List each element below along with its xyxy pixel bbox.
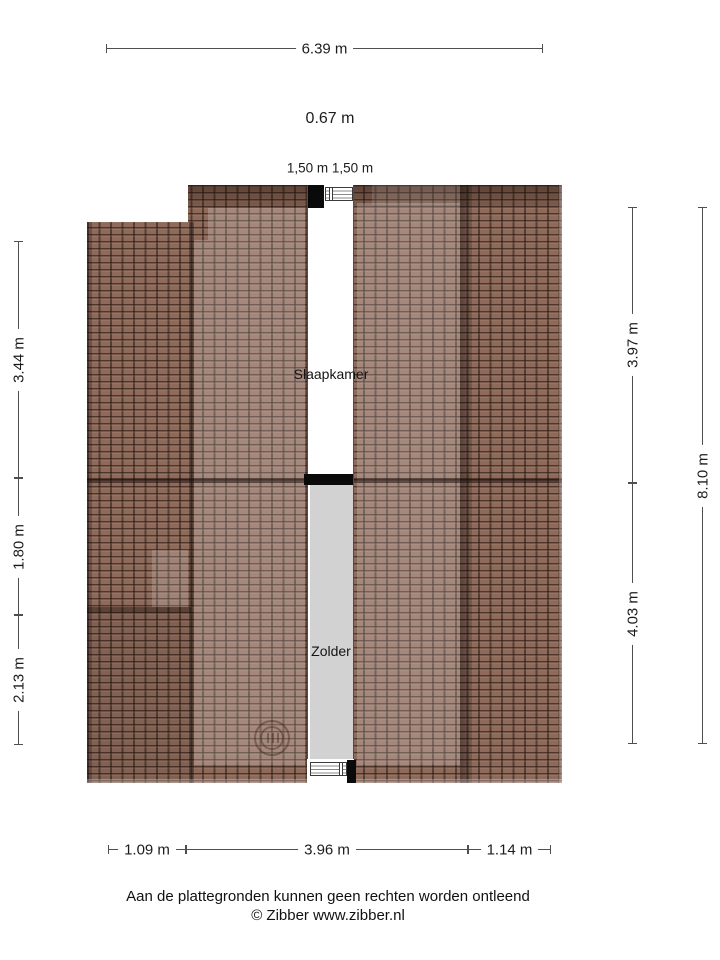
dim-label-top-width: 6.39 m (295, 40, 354, 57)
zibber-watermark-icon (254, 720, 290, 756)
dim-line-right-outer: 8.10 m (694, 207, 711, 744)
window-mullion (329, 188, 333, 200)
dim-line-bottom-3: 1.14 m (468, 841, 551, 858)
dim-label-right-outer: 8.10 m (694, 444, 711, 507)
roof-left-edge-shadow (87, 222, 92, 783)
wall-bottom-bar (347, 760, 356, 783)
dim-label-bottom-2: 3.96 m (298, 841, 356, 858)
roof-right-highlight (357, 203, 460, 765)
dim-line-right-inner-1: 3.97 m (624, 207, 641, 483)
zibber-watermark-inner-ring (260, 726, 284, 750)
footer-disclaimer: Aan de plattegronden kunnen geen rechten… (126, 888, 530, 905)
footer-copyright: © Zibber www.zibber.nl (251, 907, 405, 924)
roof-top-edge-shadow (188, 185, 562, 208)
roof-left-ridge-line (189, 222, 194, 783)
room-label-slaapkamer: Slaapkamer (293, 366, 369, 382)
dim-label-bottom-3: 1.14 m (480, 841, 539, 858)
dim-label-dormer-depth: 0.67 m (305, 110, 355, 127)
dim-line-top-width: 6.39 m (106, 40, 543, 57)
dim-line-right-inner-2: 4.03 m (624, 483, 641, 744)
window-mullion (339, 763, 343, 775)
dim-label-right-inner-1: 3.97 m (624, 314, 641, 376)
dim-label-dormer-half-left: 1,50 m (286, 160, 329, 176)
dim-label-left-2: 1.80 m (10, 515, 27, 578)
dim-label-left-1: 3.44 m (10, 328, 27, 391)
attic-gray-floor (310, 485, 353, 759)
zibber-watermark-bars (267, 733, 279, 743)
roof-left-highlight-b (194, 240, 208, 765)
dim-line-bottom-2: 3.96 m (186, 841, 468, 858)
room-label-zolder: Zolder (311, 643, 351, 659)
dim-line-left-2: 1.80 m (10, 478, 27, 615)
chimney-block (308, 185, 324, 208)
roof-left-highlight-a (208, 208, 305, 765)
roof-left-lower-shade (87, 613, 191, 783)
roof-right-edge-highlight (559, 185, 562, 783)
dim-label-bottom-1: 1.09 m (118, 841, 176, 858)
roof-left-step-line (87, 607, 191, 613)
roof-window-patch (152, 550, 188, 607)
footer: Aan de plattegronden kunnen geen rechten… (0, 887, 656, 925)
dim-label-right-inner-2: 4.03 m (624, 582, 641, 645)
wall-divider-bar (304, 474, 353, 485)
roof-right-ridge-band (460, 185, 472, 783)
dim-line-bottom-1: 1.09 m (108, 841, 186, 858)
dormer-window-top (325, 187, 353, 201)
dim-line-left-3: 2.13 m (10, 615, 27, 745)
dim-label-left-3: 2.13 m (10, 649, 27, 711)
dim-label-dormer-half-right: 1,50 m (331, 160, 374, 176)
dormer-window-bottom (310, 762, 347, 776)
plan-notch (87, 185, 188, 222)
roof-right-top-panel (372, 185, 460, 205)
floorplan-drawing: Slaapkamer Zolder (87, 185, 562, 783)
dim-line-left-1: 3.44 m (10, 241, 27, 478)
dim-label-dormer-halves: 1,50 m 1,50 m (287, 161, 373, 176)
